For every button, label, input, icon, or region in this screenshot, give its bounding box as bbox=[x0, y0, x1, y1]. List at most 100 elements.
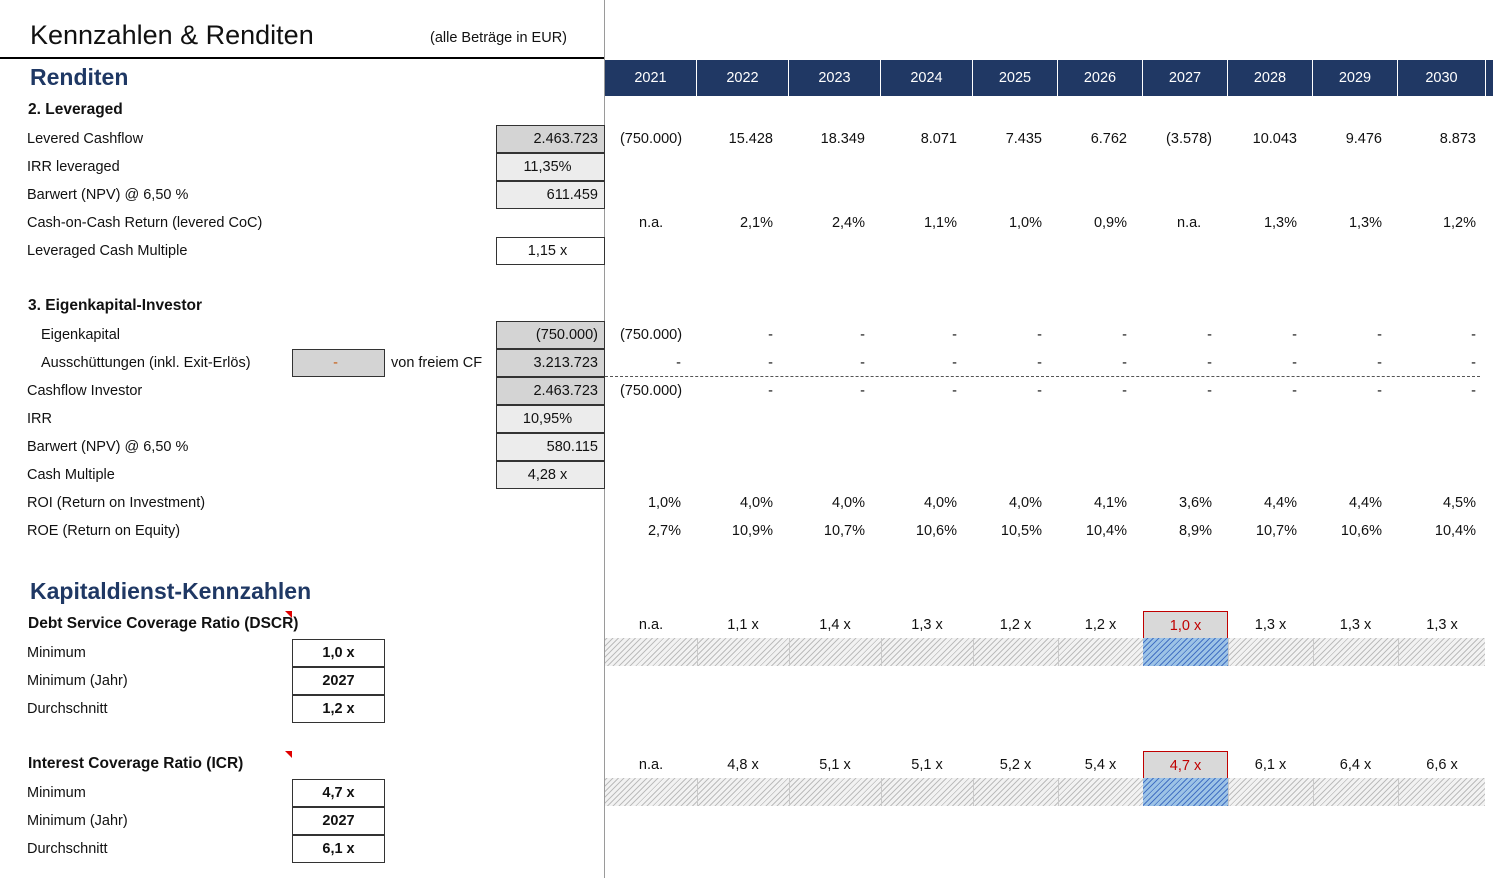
roe-cell[interactable]: 10,4% bbox=[1085, 523, 1127, 539]
roi-cell[interactable]: 4,5% bbox=[1442, 495, 1476, 511]
roi-cell[interactable]: 4,0% bbox=[923, 495, 957, 511]
dscr-value-cell[interactable]: 1,2 x bbox=[999, 617, 1032, 633]
roi-cell[interactable]: 3,6% bbox=[1178, 495, 1212, 511]
coc-return-cell[interactable]: 1,2% bbox=[1442, 215, 1476, 231]
year-header-cell[interactable]: 2025 bbox=[973, 60, 1058, 96]
dscr-value-cell[interactable]: 1,3 x bbox=[1426, 617, 1458, 633]
roe-cell[interactable]: 10,4% bbox=[1434, 523, 1476, 539]
ausschuettungen-cell[interactable]: - bbox=[676, 355, 681, 371]
roi-cell[interactable]: 4,4% bbox=[1348, 495, 1382, 511]
eigenkapital-cell[interactable]: (750.000) bbox=[619, 327, 683, 343]
roe-cell[interactable]: 10,7% bbox=[1255, 523, 1297, 539]
icr-value-cell[interactable]: 5,1 x bbox=[911, 757, 943, 773]
icr-avg-value[interactable]: 6,1 x bbox=[292, 835, 385, 863]
ausschuettungen-cell[interactable]: - bbox=[1377, 355, 1382, 371]
cashflow-investor-cell[interactable]: - bbox=[1471, 383, 1476, 399]
coc-return-cell[interactable]: 0,9% bbox=[1093, 215, 1127, 231]
year-header-cell[interactable]: 2021 bbox=[605, 60, 697, 96]
roi-cell[interactable]: 1,0% bbox=[647, 495, 681, 511]
dscr-min-year-value[interactable]: 2027 bbox=[292, 667, 385, 695]
icr-value-cell[interactable]: 5,1 x bbox=[819, 757, 851, 773]
dscr-min-value[interactable]: 1,0 x bbox=[292, 639, 385, 667]
coc-return-cell[interactable]: 2,4% bbox=[831, 215, 865, 231]
roi-cell[interactable]: 4,1% bbox=[1093, 495, 1127, 511]
ausschuettungen-cell[interactable]: - bbox=[768, 355, 773, 371]
eigenkapital-cell[interactable]: - bbox=[1471, 327, 1476, 343]
eigenkapital-cell[interactable]: - bbox=[768, 327, 773, 343]
roi-cell[interactable]: 4,0% bbox=[831, 495, 865, 511]
levered-cashflow-cell[interactable]: 18.349 bbox=[820, 131, 865, 147]
ausschuettungen-cell[interactable]: - bbox=[1122, 355, 1127, 371]
eigenkapital-cell[interactable]: - bbox=[1377, 327, 1382, 343]
ausschuettungen-cell[interactable]: - bbox=[1471, 355, 1476, 371]
year-header-cell[interactable]: 2027 bbox=[1143, 60, 1228, 96]
cashflow-investor-cell[interactable]: - bbox=[768, 383, 773, 399]
cashflow-investor-cell[interactable]: - bbox=[952, 383, 957, 399]
cash-multiple-value[interactable]: 4,28 x bbox=[496, 461, 605, 489]
roi-cell[interactable]: 4,0% bbox=[1008, 495, 1042, 511]
icr-value-cell[interactable]: n.a. bbox=[638, 757, 664, 773]
coc-return-cell[interactable]: n.a. bbox=[1177, 215, 1202, 231]
levered-cashflow-cell[interactable]: 9.476 bbox=[1345, 131, 1382, 147]
levered-cashflow-cell[interactable]: (3.578) bbox=[1166, 131, 1212, 147]
coc-return-cell[interactable]: 1,1% bbox=[923, 215, 957, 231]
eigenkapital-cell[interactable]: - bbox=[952, 327, 957, 343]
year-header-cell[interactable]: 2023 bbox=[789, 60, 881, 96]
coc-return-cell[interactable]: 1,3% bbox=[1348, 215, 1382, 231]
roe-cell[interactable]: 10,6% bbox=[1340, 523, 1382, 539]
levered-cashflow-cell[interactable]: 7.435 bbox=[1005, 131, 1042, 147]
year-header-cell[interactable]: 2026 bbox=[1058, 60, 1143, 96]
coc-return-cell[interactable]: 1,3% bbox=[1263, 215, 1297, 231]
levered-cashflow-cell[interactable]: 8.873 bbox=[1439, 131, 1476, 147]
irr-leveraged-value[interactable]: 11,35% bbox=[496, 153, 605, 181]
icr-min-year-value[interactable]: 2027 bbox=[292, 807, 385, 835]
eigenkapital-cell[interactable]: - bbox=[1122, 327, 1127, 343]
ausschuettungen-cell[interactable]: - bbox=[1207, 355, 1212, 371]
year-header-cell[interactable]: 2030 bbox=[1398, 60, 1486, 96]
dscr-value-cell[interactable]: 1,3 x bbox=[911, 617, 943, 633]
comment-marker-icon[interactable] bbox=[285, 611, 292, 618]
ausschuettungen-cell[interactable]: - bbox=[860, 355, 865, 371]
cashflow-investor-cell[interactable]: (750.000) bbox=[619, 383, 683, 399]
roe-cell[interactable]: 2,7% bbox=[647, 523, 681, 539]
cashflow-investor-cell[interactable]: - bbox=[1377, 383, 1382, 399]
roe-cell[interactable]: 10,6% bbox=[915, 523, 957, 539]
levered-cashflow-cell[interactable]: (750.000) bbox=[619, 131, 683, 147]
levered-cashflow-cell[interactable]: 6.762 bbox=[1090, 131, 1127, 147]
levered-cashflow-total[interactable]: 2.463.723 bbox=[496, 125, 605, 153]
leveraged-multiple-value[interactable]: 1,15 x bbox=[496, 237, 605, 265]
icr-value-cell[interactable]: 5,2 x bbox=[999, 757, 1032, 773]
ausschuettungen-cell[interactable]: - bbox=[1292, 355, 1297, 371]
eigenkapital-cell[interactable]: - bbox=[1207, 327, 1212, 343]
ausschuettungen-input[interactable]: - bbox=[292, 349, 385, 377]
dscr-value-cell[interactable]: 1,3 x bbox=[1254, 617, 1287, 633]
icr-value-cell[interactable]: 6,6 x bbox=[1426, 757, 1458, 773]
year-header-cell[interactable]: 2022 bbox=[697, 60, 789, 96]
cashflow-investor-cell[interactable]: - bbox=[1207, 383, 1212, 399]
year-header-cell[interactable]: 2024 bbox=[881, 60, 973, 96]
ausschuettungen-cell[interactable]: - bbox=[1037, 355, 1042, 371]
eigenkapital-cell[interactable]: - bbox=[860, 327, 865, 343]
dscr-value-cell[interactable]: 1,0 x bbox=[1143, 611, 1228, 639]
icr-min-value[interactable]: 4,7 x bbox=[292, 779, 385, 807]
ausschuettungen-cell[interactable]: - bbox=[952, 355, 957, 371]
icr-value-cell[interactable]: 4,7 x bbox=[1143, 751, 1228, 779]
roe-cell[interactable]: 10,9% bbox=[731, 523, 773, 539]
npv-leveraged-value[interactable]: 611.459 bbox=[496, 181, 605, 209]
icr-value-cell[interactable]: 6,4 x bbox=[1339, 757, 1372, 773]
levered-cashflow-cell[interactable]: 15.428 bbox=[728, 131, 773, 147]
roe-cell[interactable]: 10,7% bbox=[823, 523, 865, 539]
coc-return-cell[interactable]: n.a. bbox=[639, 215, 664, 231]
levered-cashflow-cell[interactable]: 10.043 bbox=[1252, 131, 1297, 147]
roe-cell[interactable]: 10,5% bbox=[1000, 523, 1042, 539]
year-header-cell[interactable]: 2028 bbox=[1228, 60, 1313, 96]
dscr-value-cell[interactable]: 1,3 x bbox=[1339, 617, 1372, 633]
cashflow-investor-cell[interactable]: - bbox=[1122, 383, 1127, 399]
cashflow-investor-cell[interactable]: - bbox=[1292, 383, 1297, 399]
dscr-value-cell[interactable]: n.a. bbox=[638, 617, 664, 633]
roi-cell[interactable]: 4,4% bbox=[1263, 495, 1297, 511]
dscr-value-cell[interactable]: 1,2 x bbox=[1084, 617, 1117, 633]
icr-value-cell[interactable]: 5,4 x bbox=[1084, 757, 1117, 773]
year-header-cell[interactable]: 2029 bbox=[1313, 60, 1398, 96]
npv-investor-value[interactable]: 580.115 bbox=[496, 433, 605, 461]
